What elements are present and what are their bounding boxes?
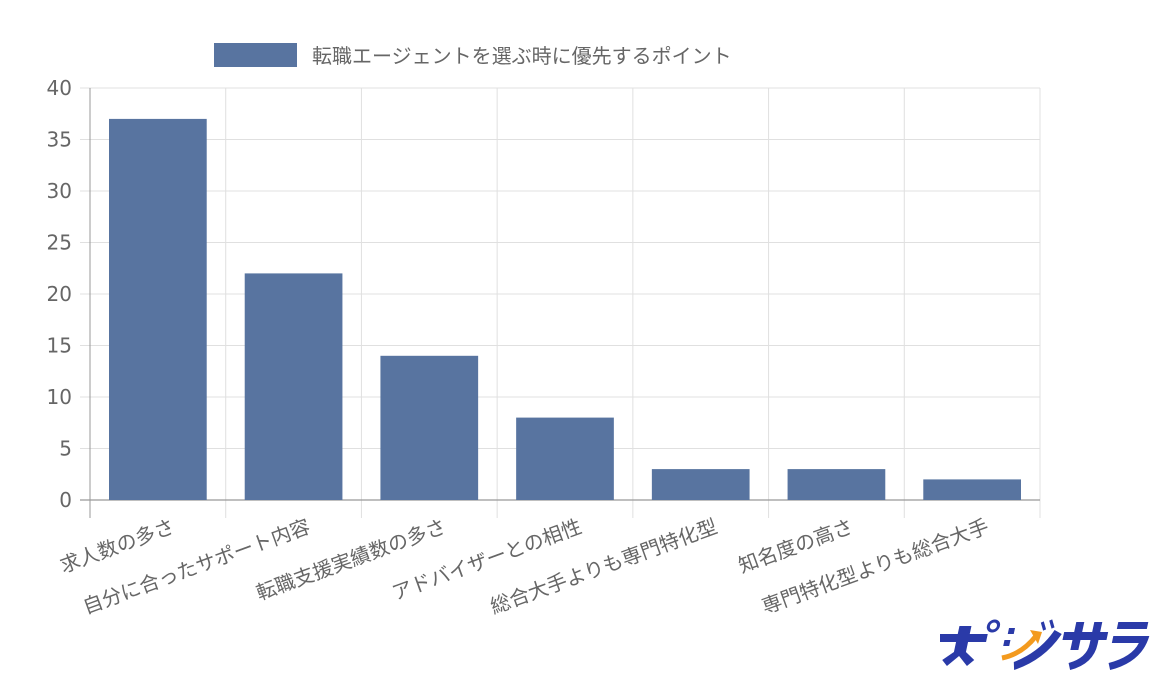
- y-tick-label: 35: [47, 128, 72, 152]
- y-tick-label: 15: [47, 334, 72, 358]
- bar[interactable]: [380, 355, 479, 500]
- x-tick-label: 専門特化型よりも総合大手: [758, 514, 991, 619]
- y-tick-label: 30: [47, 179, 72, 203]
- bars: [109, 118, 1021, 501]
- bar[interactable]: [516, 417, 614, 500]
- y-tick-label: 10: [47, 385, 72, 409]
- y-tick-label: 40: [47, 76, 72, 100]
- legend-label[interactable]: 転職エージェントを選ぶ時に優先するポイント: [312, 44, 732, 68]
- bar[interactable]: [787, 469, 886, 500]
- bar[interactable]: [651, 469, 750, 500]
- grid-lines: [80, 87, 1041, 518]
- y-tick-label: 5: [59, 437, 72, 461]
- bar[interactable]: [109, 118, 207, 501]
- posisara-logo: [940, 619, 1150, 670]
- y-tick-label: 20: [47, 282, 72, 306]
- legend[interactable]: 転職エージェントを選ぶ時に優先するポイント: [214, 43, 732, 68]
- y-tick-labels: 0 5 10 15 20 25 30 35 40: [47, 76, 72, 512]
- y-tick-label: 25: [47, 231, 72, 255]
- x-tick-label: 総合大手よりも専門特化型: [487, 514, 720, 619]
- bar[interactable]: [244, 273, 343, 500]
- legend-swatch[interactable]: [214, 43, 297, 67]
- y-tick-label: 0: [59, 488, 72, 512]
- x-tick-labels: 求人数の多さ自分に合ったサポート内容転職支援実績数の多さアドバイザーとの相性総合…: [57, 514, 992, 619]
- bar[interactable]: [923, 479, 1021, 500]
- x-tick-label: 自分に合ったサポート内容: [80, 514, 314, 619]
